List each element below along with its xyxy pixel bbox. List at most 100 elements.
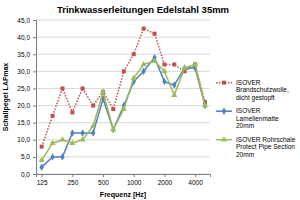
series-marker [171,92,177,97]
series-marker [60,153,64,160]
series-marker [90,123,96,128]
y-tick: 40,0 [17,34,36,41]
series-marker [50,140,56,145]
x-tick-label: 4000 [188,179,203,186]
y-tick-label: 15,0 [17,119,30,126]
series-marker [172,81,176,88]
series-marker [162,62,166,66]
x-tick-mark [164,174,165,177]
series-marker [69,140,75,145]
y-tick: 30,0 [17,68,36,75]
series-marker [141,68,145,75]
series-marker [202,102,208,107]
series-marker [151,58,157,63]
y-axis-title: Schallpegel LAFmax [2,63,10,132]
y-tick-mark [33,88,36,89]
grid-line [36,20,210,21]
series-marker [161,68,167,73]
series-marker [111,107,115,111]
legend-marker [222,107,226,114]
x-tick-mark [42,174,43,177]
y-tick-mark [33,123,36,124]
y-tick-mark [33,157,36,158]
x-axis-title: Frequenz [Hz] [100,191,146,199]
series-line [42,29,205,147]
series-marker [50,153,54,160]
series-marker [122,69,126,73]
grid-line [36,37,210,38]
legend-marker [221,136,227,141]
series-marker [40,145,44,149]
series-line [42,61,205,160]
series-marker [70,110,74,114]
legend-label: ISOVERBrandschutzwolle,dicht gestopft [236,79,289,102]
y-tick: 10,0 [17,136,36,143]
y-tick-label: 5,0 [21,153,30,160]
y-tick-label: 30,0 [17,68,30,75]
x-tick: 500 [98,174,109,186]
x-tick-mark [72,174,73,177]
series-marker [172,62,176,66]
x-tick: 2000 [158,174,173,186]
x-tick: 250 [67,174,78,186]
series-marker [70,129,74,136]
chart: 0,0 5,0 10,0 15,0 20,0 25,0 30,0 35,0 40,0 45,0 12… [0,0,300,200]
y-tick: 45,0 [17,17,36,24]
series-marker [192,61,198,66]
series-marker [132,52,136,56]
series-marker [131,75,137,80]
y-tick: 15,0 [17,119,36,126]
title: Trinkwasserleitungen Edelstahl 35mm [57,4,229,15]
x-axis: 125 250 500 1000 2000 4000 [37,174,211,186]
y-tick-mark [33,106,36,107]
axis-line [37,175,211,178]
x-tick-mark [134,174,135,177]
y-tick-label: 35,0 [17,51,30,58]
series-marker [100,88,106,93]
y-tick-label: 0,0 [21,171,30,178]
y-tick-label: 40,0 [17,34,30,41]
series-marker [60,86,64,90]
y-tick-mark [33,174,36,175]
x-tick-mark [195,174,196,177]
series-marker [59,136,65,141]
series [40,27,207,149]
y-tick-label: 25,0 [17,85,30,92]
y-tick-mark [33,20,36,21]
y-tick-mark [33,140,36,141]
series-marker [110,126,116,131]
legend-label: ISOVERLamellenmatte20mm [236,107,279,129]
y-tick-mark [33,37,36,38]
series-marker [91,129,95,136]
legend-marker [222,81,226,85]
series-marker [142,27,146,31]
series-marker [153,32,157,36]
x-tick-label: 1000 [127,179,142,186]
x-tick: 1000 [127,174,142,186]
series-marker [121,105,127,110]
grid-line [36,122,210,123]
y-tick-mark [33,71,36,72]
legend-label: ISOVER RohrschaleProtect Pipe Section20m… [236,136,296,158]
series-area [39,27,208,171]
y-axis: 0,0 5,0 10,0 15,0 20,0 25,0 30,0 35,0 40,0 45,0 [17,17,36,178]
series-marker [203,102,207,109]
x-tick-label: 125 [37,179,48,186]
series [39,58,208,163]
y-tick-mark [33,54,36,55]
y-tick-label: 20,0 [17,102,30,109]
x-tick-label: 500 [98,179,109,186]
series-line [42,58,205,168]
series-marker [162,78,166,85]
y-tick: 35,0 [17,51,36,58]
x-tick: 125 [37,174,48,186]
series [40,54,208,171]
y-tick-label: 45,0 [17,17,30,24]
grid [36,20,210,174]
series-marker [181,64,187,69]
series-marker [80,136,86,141]
x-tick: 4000 [188,174,203,186]
series-marker [141,61,147,66]
y-tick-label: 10,0 [17,136,30,143]
series-marker [39,157,45,162]
